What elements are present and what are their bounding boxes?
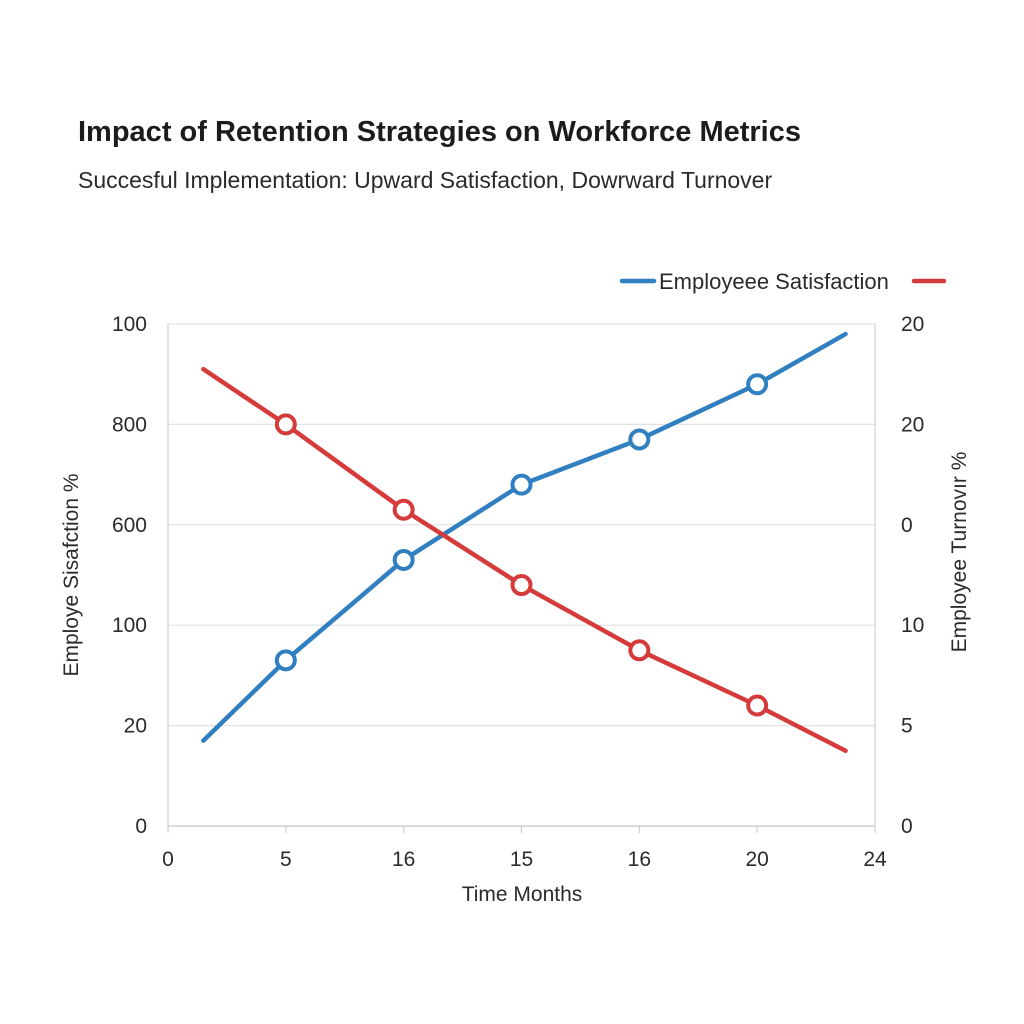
x-tick-label-2: 16 (392, 848, 415, 871)
series-1-point-3 (510, 574, 533, 597)
y-axis-left-label: Employe Sisafction % (60, 473, 83, 676)
series-1-point-2 (392, 498, 415, 521)
y-right-tick-label-2: 0 (901, 514, 913, 537)
series-line-1 (201, 366, 848, 753)
y-left-tick-label-5: 0 (135, 815, 147, 838)
x-tick-label-4: 16 (628, 848, 651, 871)
y-right-tick-label-4: 5 (901, 715, 913, 738)
y-right-tick-label-1: 20 (901, 413, 924, 436)
y-right-tick-label-0: 20 (901, 313, 924, 336)
y-left-tick-label-0: 100 (112, 313, 147, 336)
series-0-point-2 (392, 548, 415, 571)
series-1-point-4 (628, 639, 651, 662)
legend: Employeee Satisfaction (619, 269, 947, 294)
chart-subtitle: Succesful Implementation: Upward Satisfa… (78, 167, 773, 193)
series-0-point-4 (628, 428, 651, 451)
y-right-tick-label-5: 0 (901, 815, 913, 838)
legend-label-satisfaction: Employeee Satisfaction (659, 269, 889, 294)
y-left-tick-label-4: 20 (124, 715, 147, 738)
y-left-tick-label-2: 600 (112, 514, 147, 537)
x-tick-label-1: 5 (280, 848, 292, 871)
x-tick-label-6: 24 (863, 848, 887, 871)
x-tick-label-3: 15 (510, 848, 533, 871)
y-axis-right-label: Employee Turnovır % (948, 452, 971, 653)
series-1-point-1 (274, 413, 297, 436)
y-left-tick-label-3: 100 (112, 614, 147, 637)
series-1-point-5 (746, 694, 769, 717)
series-0-point-5 (746, 373, 769, 396)
series-layer (201, 331, 848, 753)
chart-title: Impact of Retention Strategies on Workfo… (78, 116, 801, 148)
x-tick-label-5: 20 (745, 848, 768, 871)
series-0-point-1 (274, 649, 297, 672)
series-line-0 (201, 331, 848, 743)
x-tick-label-0: 0 (162, 848, 174, 871)
grid-layer (168, 323, 875, 727)
x-axis-label: Time Months (462, 883, 583, 906)
y-left-tick-label-1: 800 (112, 413, 147, 436)
series-0-point-3 (510, 473, 533, 496)
y-right-tick-label-3: 10 (901, 614, 924, 637)
